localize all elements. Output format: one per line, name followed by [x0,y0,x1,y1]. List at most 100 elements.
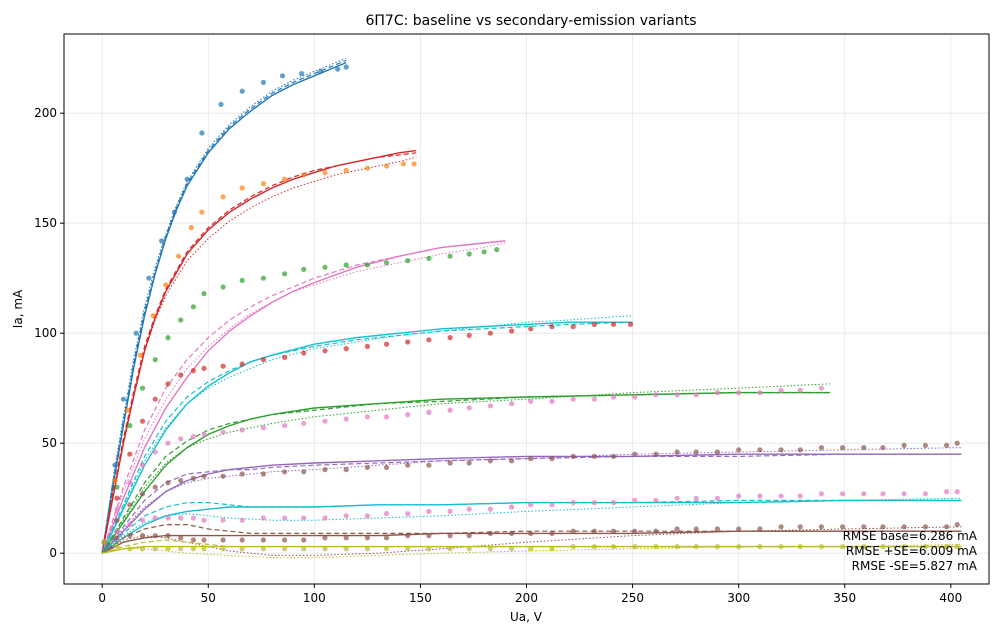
data-point [653,451,659,457]
data-point [260,537,266,543]
data-point [487,530,493,537]
data-point [139,418,146,424]
data-point [343,513,349,519]
data-point [201,365,207,371]
data-point [426,337,432,343]
data-point [466,251,472,257]
baseline-curve [101,453,962,554]
data-point [322,170,328,176]
data-point [944,442,950,448]
data-point [757,390,763,396]
data-point [301,420,307,426]
data-point [778,524,784,530]
data-point [171,209,177,215]
data-point [509,401,515,407]
data-point [757,544,763,550]
data-point [152,357,158,363]
data-point [201,291,207,297]
minus-se-curve [101,526,962,556]
data-point [487,403,493,409]
data-point [426,462,432,468]
data-point [279,73,286,79]
data-point [178,515,184,521]
data-point [426,508,432,514]
data-point [383,260,390,266]
data-point [165,335,171,341]
data-point [487,506,493,512]
data-point [199,209,205,215]
data-point [674,544,680,550]
curve-group-3 [101,240,506,554]
data-point [481,249,487,255]
x-tick-label: 200 [515,591,538,605]
data-point [944,524,950,530]
data-point [466,506,472,512]
data-point [239,427,245,433]
data-point [220,517,226,523]
data-point [693,392,699,398]
data-point [610,321,617,327]
plus-se-curve [101,240,506,554]
data-point [165,381,171,387]
data-point [570,396,576,402]
data-point [901,491,907,497]
data-point [632,394,638,400]
data-point [797,493,803,499]
minus-se-curve [101,242,506,554]
data-point [466,533,472,539]
data-point [954,522,960,528]
data-point [299,71,305,77]
data-point [260,546,266,552]
data-point [220,284,226,290]
data-point [400,161,406,167]
data-point [190,537,196,543]
data-point [528,326,534,332]
data-point [152,449,158,455]
rmse-annotations: RMSE base=6.286 mA RMSE +SE=6.009 mA RMS… [843,529,978,573]
rmse-base-label: RMSE base=6.286 mA [843,529,978,543]
data-point [364,513,370,519]
data-point [549,546,555,552]
plus-se-curve [101,524,962,554]
data-point [239,185,245,191]
plus-se-curve [101,152,417,554]
data-point [447,533,453,539]
data-point [632,528,638,534]
data-point [301,515,307,521]
data-point [797,544,803,550]
data-point [165,440,171,446]
rmse-minus-se-label: RMSE -SE=5.827 mA [852,559,978,573]
data-point [343,546,349,552]
data-point [176,253,182,259]
data-point [220,473,226,479]
data-point [178,372,184,378]
data-point [364,262,370,268]
data-point [736,526,742,532]
data-point [405,339,411,345]
data-point [190,475,196,481]
x-tick-label: 0 [98,591,106,605]
curve-group-9 [101,539,962,559]
data-point [239,471,245,477]
data-point [220,194,226,200]
data-point [239,277,245,283]
data-point [466,405,472,411]
data-point [674,526,680,532]
minus-se-curve [101,156,417,554]
data-point [627,321,634,327]
data-point [736,390,742,396]
data-point [426,546,432,552]
data-point [880,524,886,530]
data-point [778,387,784,393]
data-point [343,167,349,173]
data-point [152,533,158,539]
data-point [282,537,288,543]
data-point [693,526,699,532]
curve-group-5 [101,383,830,554]
plus-se-curve [101,59,347,554]
data-point [528,530,534,537]
data-point [570,544,576,550]
data-point [152,484,158,490]
data-point [447,460,453,466]
data-point [199,130,205,136]
